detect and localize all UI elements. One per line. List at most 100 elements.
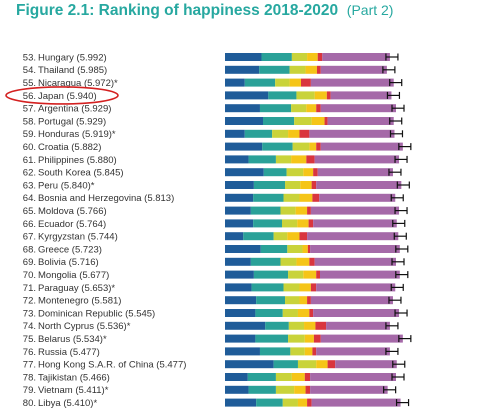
- bar-segment: [299, 296, 308, 305]
- bar-segment: [295, 206, 308, 215]
- chart-title-text: Figure 2.1: Ranking of happiness 2018-20…: [16, 2, 339, 19]
- bar-segment: [259, 347, 291, 356]
- bar-segment: [225, 283, 252, 292]
- bar-segment: [225, 398, 257, 407]
- bar-segment: [225, 91, 269, 100]
- bar-segment: [292, 142, 310, 151]
- bar-segment: [225, 168, 264, 177]
- bar-segment: [265, 321, 289, 330]
- bar-segment: [225, 117, 263, 125]
- bar-segment: [261, 53, 292, 61]
- bar-segment: [308, 219, 314, 228]
- bar-segment: [225, 142, 263, 151]
- row-country-label: Tajikistan (5.466): [38, 372, 110, 383]
- row-rank: 63.: [23, 180, 36, 191]
- row-rank: 78.: [23, 372, 36, 383]
- chart-title: Figure 2.1: Ranking of happiness 2018-20…: [16, 2, 393, 20]
- bar-segment: [263, 168, 287, 177]
- bar-segment: [310, 283, 317, 292]
- bar-segment: [297, 309, 310, 317]
- chart-row: 59. Honduras (5.919)*: [23, 129, 404, 140]
- bar-segment: [250, 257, 281, 266]
- row-country-label: Vietnam (5.411)*: [38, 385, 109, 396]
- row-country-label: Mongolia (5.677): [38, 270, 109, 281]
- bar-segment: [307, 206, 311, 215]
- row-country-label: Thailand (5.985): [38, 65, 107, 76]
- bar-segment: [311, 117, 325, 125]
- chart-row: 60. Croatia (5.882): [23, 142, 412, 153]
- bar-segment: [297, 219, 309, 228]
- row-rank: 59.: [23, 129, 36, 140]
- bar-segment: [251, 283, 284, 292]
- row-rank: 79.: [23, 385, 36, 396]
- row-country-label: Honduras (5.919)*: [38, 129, 116, 140]
- bar-segment: [225, 78, 245, 87]
- row-country-label: Hungary (5.992): [38, 52, 107, 63]
- bar-segment: [282, 219, 298, 228]
- bar-segment: [307, 53, 318, 61]
- bar-segment: [319, 193, 396, 202]
- bar-segment: [314, 155, 400, 164]
- bar-segment: [287, 232, 300, 241]
- chart-row: 63. Peru (5.840)*: [23, 180, 410, 191]
- bar-segment: [317, 168, 393, 177]
- row-rank: 62.: [23, 168, 36, 179]
- bar-segment: [314, 91, 327, 100]
- chart-row: 69. Bolivia (5.716): [23, 257, 405, 268]
- bar-segment: [300, 181, 312, 189]
- bar-segment: [306, 104, 317, 113]
- chart-row: 55. Nicaragua (5.972)*: [23, 78, 403, 89]
- bar-segment: [253, 219, 282, 228]
- bar-segment: [315, 321, 327, 330]
- bar-segment: [282, 398, 298, 407]
- bar-segment: [326, 321, 390, 330]
- row-rank: 77.: [23, 360, 36, 371]
- bar-segment: [225, 245, 261, 253]
- bar-segment: [225, 65, 260, 74]
- bar-segment: [283, 193, 300, 202]
- bar-segment: [309, 129, 395, 138]
- bar-segment: [225, 334, 256, 343]
- bar-segment: [283, 283, 300, 292]
- row-country-label: Belarus (5.534)*: [38, 334, 107, 345]
- bar-segment: [294, 385, 306, 394]
- row-country-label: Hong Kong S.A.R. of China (5.477): [38, 360, 186, 371]
- bar-segment: [317, 53, 323, 61]
- chart-row: 67. Kyrgyzstan (5.744): [23, 232, 407, 243]
- bar-segment: [297, 360, 317, 369]
- bar-segment: [299, 129, 310, 138]
- bar-segment: [316, 360, 328, 369]
- row-country-label: Libya (5.410)*: [38, 398, 97, 409]
- bar-segment: [316, 283, 396, 292]
- bar-segment: [330, 91, 392, 100]
- bar-segment: [310, 78, 394, 87]
- chart-row: 71. Paraguay (5.653)*: [23, 283, 404, 294]
- bar-segment: [307, 296, 311, 305]
- row-country-label: Montenegro (5.581): [38, 296, 121, 307]
- bar-segment: [272, 129, 289, 138]
- bar-segment: [255, 334, 289, 343]
- bar-segment: [316, 181, 402, 189]
- bar-segment: [253, 193, 284, 202]
- chart-row: 72. Montenegro (5.581): [23, 296, 402, 307]
- bar-segment: [289, 65, 306, 74]
- bar-segment: [280, 257, 297, 266]
- row-rank: 66.: [23, 219, 36, 230]
- bar-segment: [225, 347, 260, 356]
- row-country-label: Ecuador (5.764): [38, 219, 106, 230]
- row-country-label: Argentina (5.929): [38, 104, 111, 115]
- bar-segment: [313, 309, 400, 317]
- bar-segment: [307, 245, 311, 253]
- row-country-label: Peru (5.840)*: [38, 180, 95, 191]
- chart-row: 65. Moldova (5.766): [23, 206, 408, 217]
- bar-segment: [296, 257, 310, 266]
- row-rank: 68.: [23, 244, 36, 255]
- bar-segment: [255, 309, 283, 317]
- bar-segment: [225, 129, 245, 138]
- bar-segment: [259, 104, 292, 113]
- bar-segment: [225, 257, 251, 266]
- chart-row: 53. Hungary (5.992): [23, 52, 399, 63]
- bar-segment: [310, 385, 388, 394]
- bar-segment: [288, 321, 305, 330]
- bar-segment: [285, 181, 301, 189]
